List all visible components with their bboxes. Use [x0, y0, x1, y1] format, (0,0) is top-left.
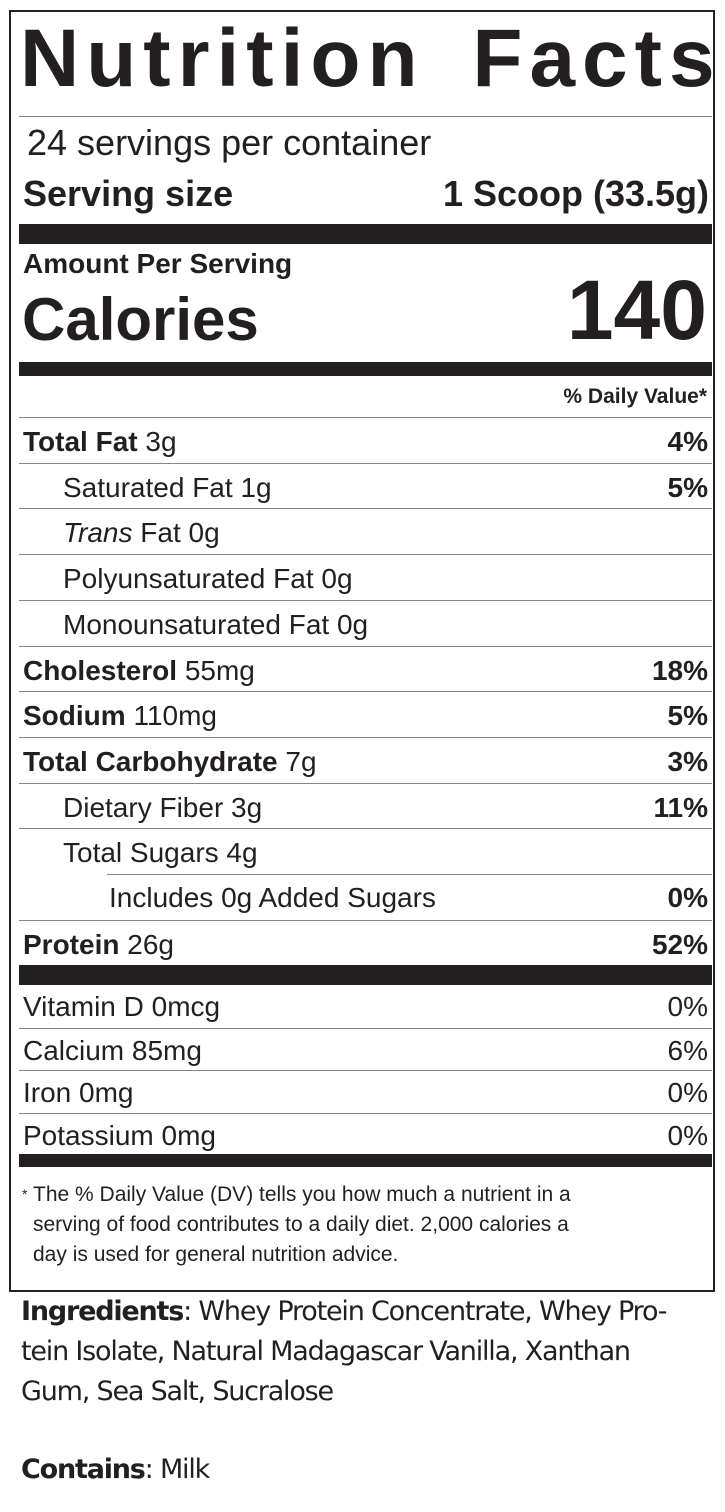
serving-size-label: Serving size	[23, 173, 234, 214]
nutrient-name: Total Sugars	[63, 837, 219, 869]
nutrient-label: Sodium 110mg	[23, 700, 217, 732]
nutrient-name: Includes 0g Added Sugars	[109, 882, 436, 913]
nutrient-amount: 4g	[226, 837, 258, 869]
nutrient-daily-value: 3%	[667, 745, 708, 777]
thick-divider	[19, 224, 712, 244]
nutrient-daily-value: 18%	[651, 654, 708, 686]
nutrient-name: Protein	[23, 928, 120, 960]
footnote-star: *	[22, 1186, 28, 1202]
divider	[107, 874, 712, 875]
nutrient-row: Includes 0g Added Sugars 0%	[19, 874, 712, 920]
nutrient-label: Includes 0g Added Sugars	[109, 882, 436, 914]
calories-label: Calories	[22, 286, 259, 353]
nutrient-amount: 0g	[321, 563, 353, 595]
amount-per-serving: Amount Per Serving	[23, 248, 293, 279]
nutrition-facts-panel	[9, 10, 715, 1292]
daily-value-header: % Daily Value*	[563, 385, 707, 408]
nutrient-label: Polyunsaturated Fat 0g	[63, 563, 353, 595]
serving-size-value: 1 Scoop (33.5g)	[442, 173, 709, 214]
nutrient-daily-value: 52%	[651, 928, 708, 960]
nutrient-name: Monounsaturated Fat	[63, 608, 330, 640]
ingredients-line: Ingredients: Whey Protein Concentrate, W…	[21, 1296, 668, 1327]
nutrient-name: Sodium	[23, 700, 126, 732]
vitamin-label: Potassium 0mg	[23, 1119, 216, 1151]
nutrient-row: Total Fat 3g 4%	[19, 417, 712, 463]
nutrient-label: Dietary Fiber 3g	[63, 792, 262, 824]
contains-label: Contains	[21, 1454, 146, 1485]
vitamin-label: Calcium 85mg	[23, 1034, 202, 1066]
nutrient-name: Trans	[63, 517, 133, 549]
footnote-line: day is used for general nutrition advice…	[33, 1243, 399, 1266]
nutrient-amount: 0g	[336, 608, 369, 640]
label-title: Nutrition Facts	[20, 13, 722, 104]
nutrient-name: Total Carbohydrate	[23, 745, 278, 777]
nutrient-amount: 7g	[285, 745, 317, 777]
nutrient-amount: 26g	[127, 928, 174, 960]
nutrient-amount: 3g	[231, 791, 263, 823]
nutrient-daily-value: 4%	[667, 426, 708, 457]
contains-line: Contains: Milk	[21, 1454, 211, 1485]
nutrient-daily-value: 0%	[667, 882, 708, 913]
vitamin-label: Vitamin D 0mcg	[23, 991, 221, 1022]
nutrient-amount: 0g	[188, 517, 220, 549]
nutrient-daily-value: 5%	[667, 471, 708, 503]
nutrient-daily-value: 5%	[667, 700, 708, 732]
nutrient-name: Dietary Fiber	[63, 791, 224, 823]
vitamin-row: Calcium 85mg 6%	[19, 1027, 712, 1070]
vitamin-label: Iron 0mg	[23, 1077, 134, 1108]
nutrient-row: Trans Fat 0g	[19, 508, 712, 554]
ingredients-text: : Whey Protein Concentrate, Whey Pro-	[183, 1296, 667, 1327]
vitamin-row: Iron 0mg 0%	[19, 1070, 712, 1112]
nutrient-row: Protein 26g 52%	[19, 919, 712, 966]
nutrient-daily-value: 11%	[653, 791, 709, 823]
vitamin-row: Potassium 0mg 0%	[19, 1112, 712, 1155]
contains-value: : Milk	[144, 1454, 211, 1485]
vitamin-daily-value: 0%	[667, 1119, 708, 1151]
nutrient-name: Saturated Fat	[63, 471, 233, 503]
footnote-line: serving of food contributes to a daily d…	[33, 1213, 569, 1236]
nutrient-row: Cholesterol 55mg 18%	[19, 645, 712, 692]
nutrient-label: Saturated Fat 1g	[63, 472, 272, 504]
vitamin-row: Vitamin D 0mcg 0%	[19, 985, 712, 1027]
nutrient-row: Sodium 110mg 5%	[19, 691, 712, 737]
footnote-line: The % Daily Value (DV) tells you how muc…	[33, 1183, 571, 1206]
thick-divider	[19, 1154, 712, 1167]
thick-divider	[19, 965, 712, 985]
ingredients-line: Gum, Sea Salt, Sucralose	[21, 1376, 334, 1407]
thick-divider	[19, 362, 712, 376]
divider	[19, 116, 712, 117]
nutrient-label: Monounsaturated Fat 0g	[63, 609, 368, 641]
nutrient-row: Monounsaturated Fat 0g	[19, 599, 712, 646]
ingredients-label: Ingredients	[21, 1296, 184, 1327]
nutrient-row: Dietary Fiber 3g 11%	[19, 782, 712, 829]
vitamin-daily-value: 0%	[667, 991, 708, 1022]
nutrient-row: Saturated Fat 1g 5%	[19, 462, 712, 509]
servings-per-container: 24 servings per container	[27, 122, 432, 163]
nutrient-name: Polyunsaturated Fat	[63, 563, 314, 595]
nutrient-amount: 1g	[240, 471, 272, 503]
nutrient-name: Total Fat	[23, 426, 138, 457]
vitamin-daily-value: 6%	[667, 1034, 708, 1066]
nutrient-label: Protein 26g	[23, 929, 174, 961]
nutrient-label: Total Carbohydrate 7g	[23, 746, 317, 778]
nutrient-label: Total Sugars 4g	[63, 837, 258, 869]
nutrient-amount: 55mg	[184, 654, 255, 686]
nutrient-row: Polyunsaturated Fat 0g	[19, 554, 712, 600]
nutrient-row: Total Sugars 4g	[19, 828, 712, 874]
nutrient-name-suffix: Fat	[140, 517, 181, 549]
calories-value: 140	[566, 263, 707, 357]
nutrient-amount: 3g	[145, 426, 177, 457]
nutrient-name: Cholesterol	[23, 654, 178, 686]
nutrient-label: Trans Fat 0g	[63, 517, 220, 549]
nutrient-label: Total Fat 3g	[23, 426, 177, 458]
ingredients-line: tein Isolate, Natural Madagascar Vanilla…	[21, 1336, 631, 1367]
nutrient-label: Cholesterol 55mg	[23, 655, 255, 687]
nutrient-row: Total Carbohydrate 7g 3%	[19, 736, 712, 783]
vitamin-daily-value: 0%	[667, 1077, 708, 1108]
nutrient-amount: 110mg	[133, 700, 217, 732]
